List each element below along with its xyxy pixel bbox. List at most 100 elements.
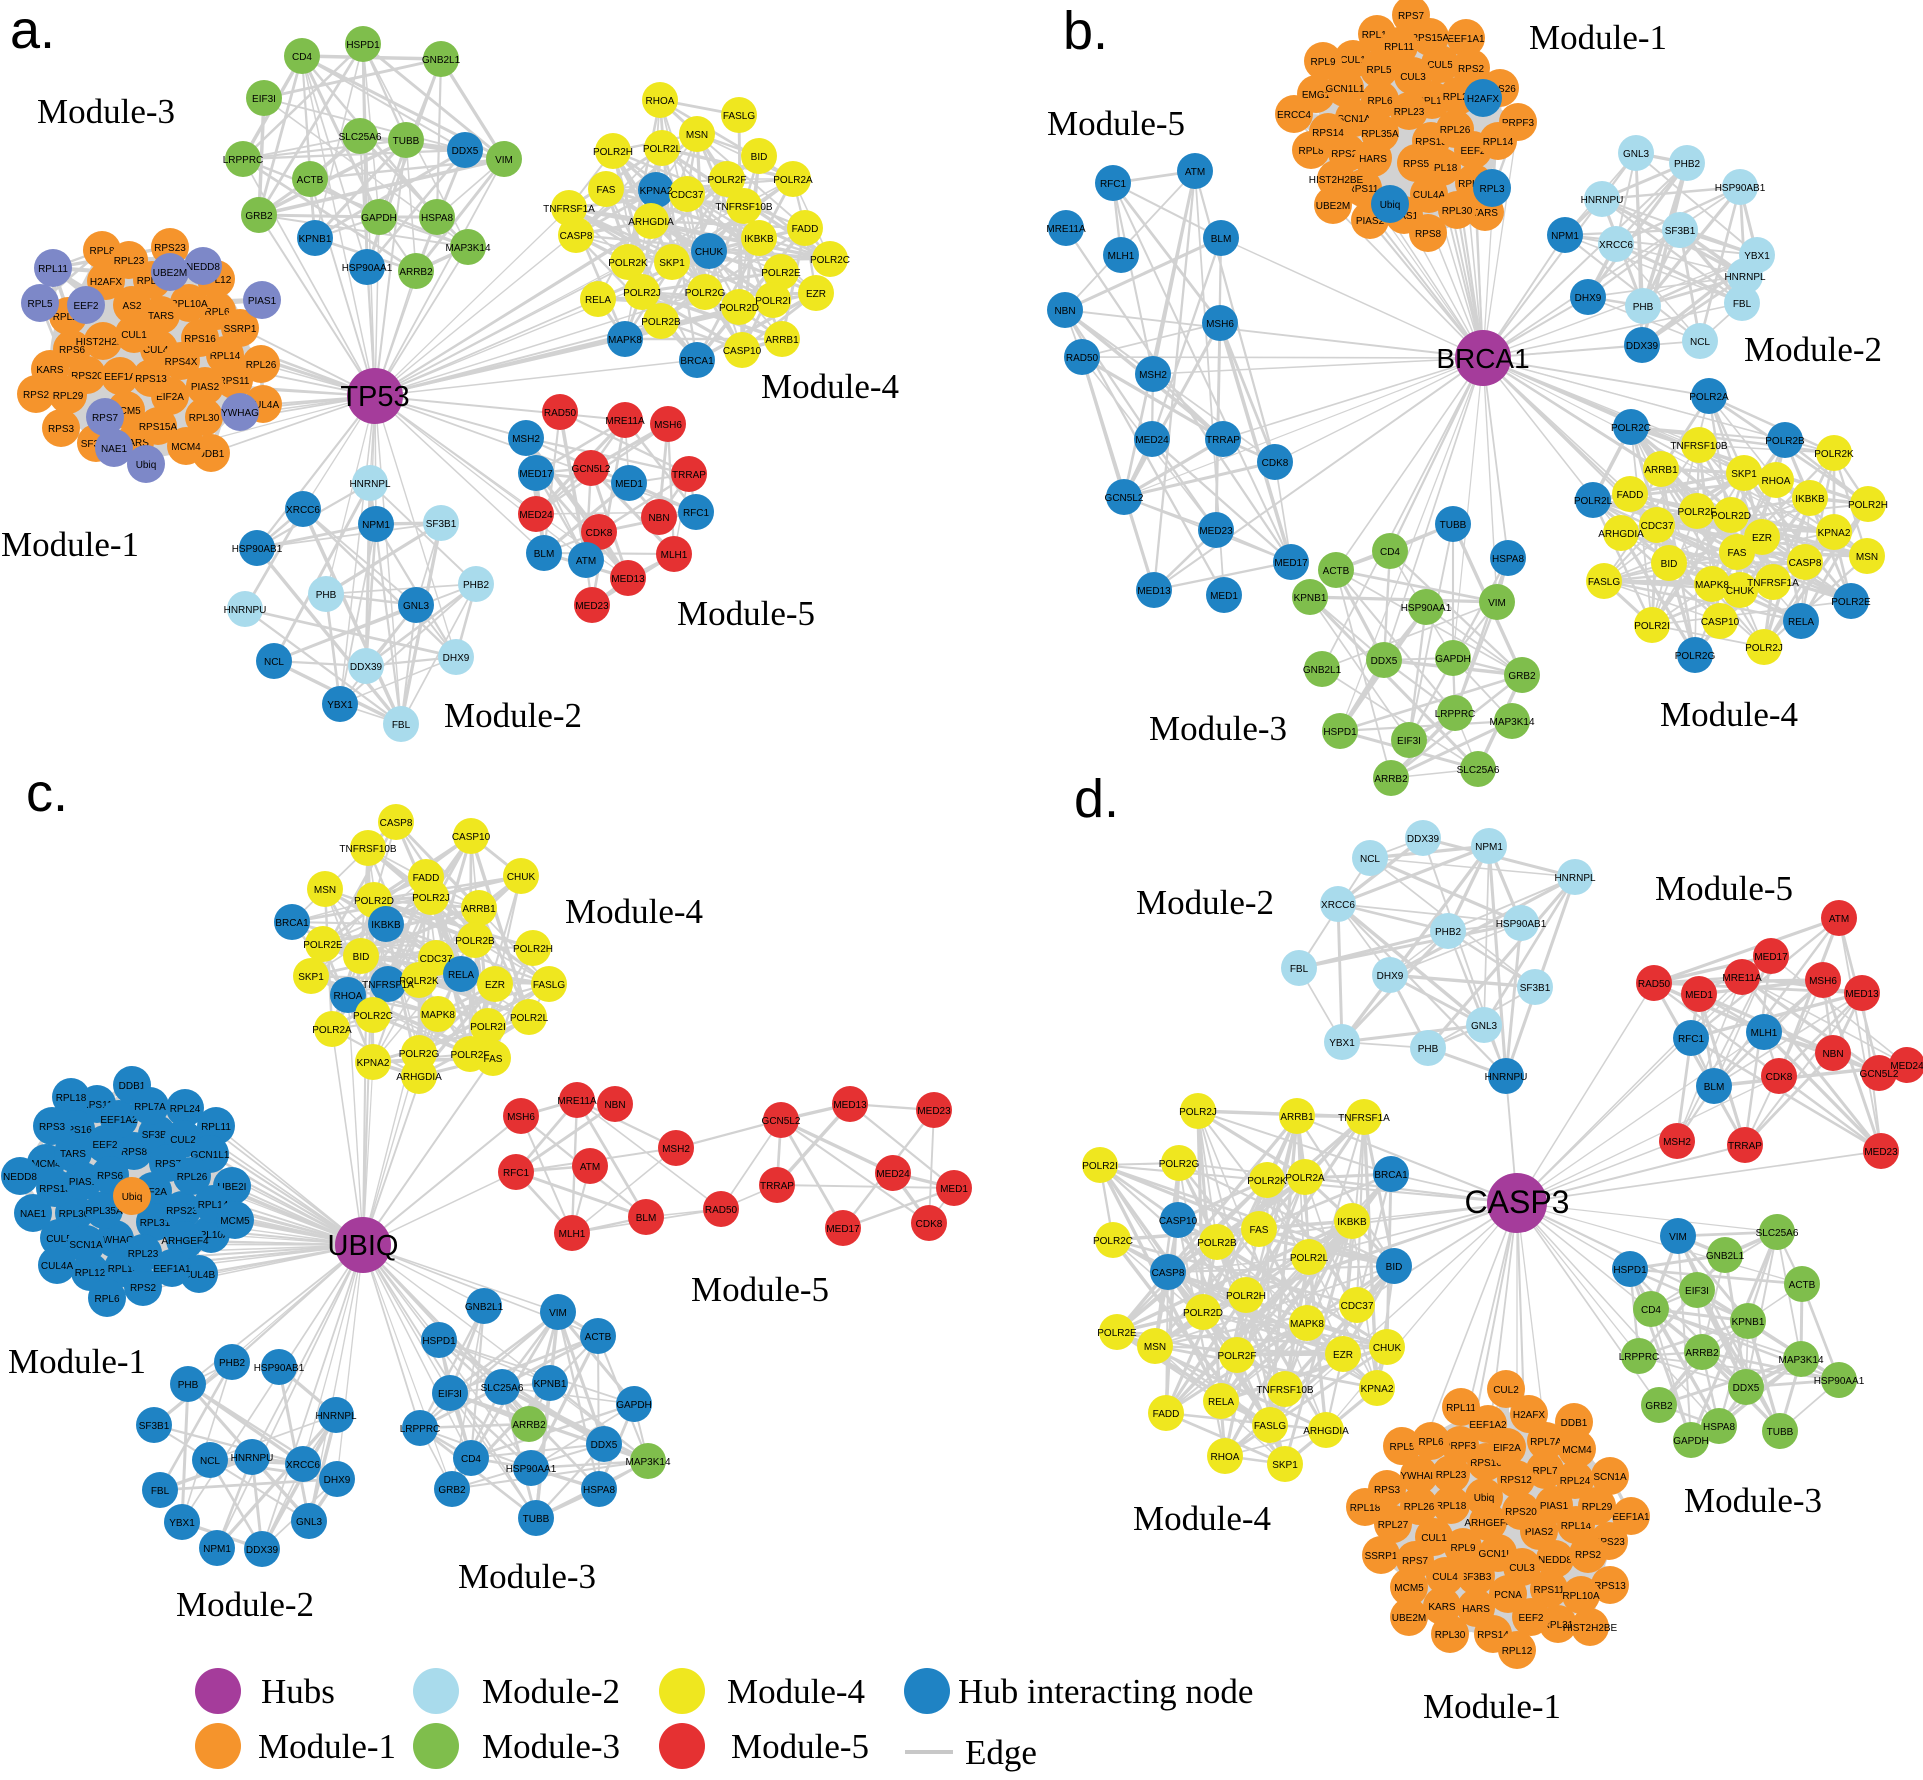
- svg-text:CDC37: CDC37: [1641, 521, 1674, 532]
- svg-text:POLR2A: POLR2A: [1689, 392, 1729, 403]
- svg-text:RPL23: RPL23: [114, 256, 145, 267]
- svg-text:MCM4: MCM4: [171, 442, 201, 453]
- svg-text:KPNB1: KPNB1: [534, 1379, 567, 1390]
- svg-text:Module-5: Module-5: [1047, 104, 1185, 143]
- svg-text:YWHAH: YWHAH: [1400, 1471, 1437, 1482]
- svg-text:HNRNPU: HNRNPU: [1581, 195, 1624, 206]
- svg-text:ACTB: ACTB: [1323, 566, 1350, 577]
- svg-text:DDX39: DDX39: [1407, 834, 1440, 845]
- svg-text:c.: c.: [26, 763, 68, 823]
- svg-text:FAS: FAS: [1728, 548, 1747, 559]
- svg-text:UBIQ: UBIQ: [328, 1230, 399, 1262]
- svg-text:RPS13: RPS13: [39, 1184, 71, 1195]
- svg-text:HSP90AB1: HSP90AB1: [1715, 183, 1766, 194]
- svg-text:FADD: FADD: [1153, 1409, 1180, 1420]
- svg-text:POLR2L: POLR2L: [1574, 496, 1613, 507]
- svg-text:POLR2C: POLR2C: [1093, 1236, 1133, 1247]
- svg-text:RPS3: RPS3: [48, 424, 75, 435]
- svg-text:ARRB2: ARRB2: [512, 1420, 546, 1431]
- svg-text:SLC25A6: SLC25A6: [1457, 765, 1500, 776]
- svg-text:CASP3: CASP3: [1465, 1184, 1570, 1220]
- svg-text:RPL18: RPL18: [1350, 1503, 1381, 1514]
- svg-text:HIST2H2BE: HIST2H2BE: [1563, 1623, 1618, 1634]
- svg-text:CASP8: CASP8: [1152, 1268, 1185, 1279]
- svg-text:POLR2H: POLR2H: [1226, 1291, 1266, 1302]
- svg-text:RPL13: RPL13: [108, 1264, 139, 1275]
- svg-text:RPL6: RPL6: [1367, 96, 1392, 107]
- svg-text:MSN: MSN: [1144, 1342, 1166, 1353]
- svg-text:RHOA: RHOA: [334, 991, 363, 1002]
- svg-text:RELA: RELA: [1208, 1397, 1234, 1408]
- svg-text:TUBB: TUBB: [1767, 1427, 1794, 1438]
- svg-text:TRRAP: TRRAP: [1206, 435, 1240, 446]
- svg-text:HSP90AB1: HSP90AB1: [254, 1363, 305, 1374]
- svg-text:MED17: MED17: [826, 1224, 860, 1235]
- svg-text:GNB2L1: GNB2L1: [422, 55, 461, 66]
- svg-text:SCN1A: SCN1A: [1593, 1472, 1627, 1483]
- svg-text:HNRNPL: HNRNPL: [315, 1411, 357, 1422]
- svg-text:SF3B3: SF3B3: [1461, 1572, 1492, 1583]
- svg-text:RPL11: RPL11: [1446, 1403, 1476, 1414]
- svg-text:MED1: MED1: [940, 1184, 968, 1195]
- svg-text:BLM: BLM: [636, 1213, 657, 1224]
- svg-text:SSRP1: SSRP1: [224, 324, 257, 335]
- svg-text:HIST2H2BE: HIST2H2BE: [76, 337, 131, 348]
- svg-text:LRPPRC: LRPPRC: [1435, 709, 1476, 720]
- svg-text:BRCA1: BRCA1: [1436, 343, 1529, 374]
- svg-text:RPS7: RPS7: [1398, 11, 1425, 22]
- svg-text:EEF1A1: EEF1A1: [1612, 1512, 1650, 1523]
- svg-text:NBN: NBN: [1822, 1049, 1843, 1060]
- svg-text:SLC25A6: SLC25A6: [339, 132, 382, 143]
- svg-text:MCM5: MCM5: [1394, 1583, 1424, 1594]
- svg-text:CD4: CD4: [1641, 1305, 1661, 1316]
- svg-text:BLM: BLM: [1704, 1082, 1725, 1093]
- svg-text:LRPPRC: LRPPRC: [1619, 1352, 1660, 1363]
- svg-text:POLR2F: POLR2F: [1678, 507, 1717, 518]
- svg-text:KPNA2: KPNA2: [1818, 528, 1851, 539]
- svg-text:FAS: FAS: [597, 185, 616, 196]
- svg-text:MLH1: MLH1: [559, 1229, 586, 1240]
- svg-text:HSPD1: HSPD1: [1613, 1265, 1647, 1276]
- svg-text:MED23: MED23: [1199, 526, 1233, 537]
- svg-text:ARHGEF4: ARHGEF4: [1464, 1518, 1512, 1529]
- svg-text:Module-4: Module-4: [1660, 695, 1798, 734]
- svg-text:CUL4B: CUL4B: [143, 345, 176, 356]
- svg-text:HARS: HARS: [1359, 154, 1387, 165]
- svg-text:SF3B1: SF3B1: [1520, 983, 1551, 994]
- svg-text:DDX5: DDX5: [1371, 656, 1398, 667]
- svg-text:FAS: FAS: [1250, 1225, 1269, 1236]
- svg-text:RFC1: RFC1: [1678, 1034, 1705, 1045]
- svg-text:POLR2K: POLR2K: [399, 976, 439, 987]
- svg-text:XRCC6: XRCC6: [286, 1460, 320, 1471]
- svg-text:Module-3: Module-3: [1684, 1481, 1822, 1520]
- svg-text:RHOA: RHOA: [1762, 476, 1791, 487]
- svg-text:POLR2I: POLR2I: [755, 296, 791, 307]
- svg-text:RPL26: RPL26: [246, 360, 277, 371]
- svg-text:YBX1: YBX1: [1329, 1038, 1355, 1049]
- svg-text:POLR2I: POLR2I: [1082, 1161, 1118, 1172]
- svg-text:ARRB2: ARRB2: [1685, 1348, 1719, 1359]
- svg-text:FADD: FADD: [413, 873, 440, 884]
- svg-text:RPL10A: RPL10A: [1562, 1591, 1600, 1602]
- svg-text:TP53: TP53: [340, 381, 409, 413]
- svg-text:GRB2: GRB2: [438, 1485, 466, 1496]
- svg-text:YBX1: YBX1: [1744, 251, 1770, 262]
- svg-text:NCL: NCL: [1360, 854, 1380, 865]
- svg-text:YWHAG: YWHAG: [221, 408, 259, 419]
- svg-text:RPS23: RPS23: [166, 1206, 198, 1217]
- svg-text:RPL31: RPL31: [1543, 1620, 1574, 1631]
- svg-text:TNFRSF10B: TNFRSF10B: [1670, 441, 1728, 452]
- svg-text:CASP10: CASP10: [1159, 1216, 1198, 1227]
- svg-text:NCL: NCL: [264, 657, 284, 668]
- svg-text:UBE2M: UBE2M: [1392, 1613, 1426, 1624]
- svg-text:BID: BID: [353, 952, 370, 963]
- svg-text:CDC37: CDC37: [1341, 1301, 1374, 1312]
- svg-text:NEDD8: NEDD8: [3, 1172, 37, 1183]
- svg-text:HSPA8: HSPA8: [583, 1485, 615, 1496]
- svg-text:LRPPRC: LRPPRC: [223, 155, 264, 166]
- svg-text:NPM1: NPM1: [1551, 231, 1579, 242]
- svg-text:MSH6: MSH6: [507, 1112, 535, 1123]
- svg-text:RFC1: RFC1: [1100, 179, 1127, 190]
- svg-text:Module-4: Module-4: [565, 892, 703, 931]
- svg-text:GCN1L1: GCN1L1: [1326, 84, 1365, 95]
